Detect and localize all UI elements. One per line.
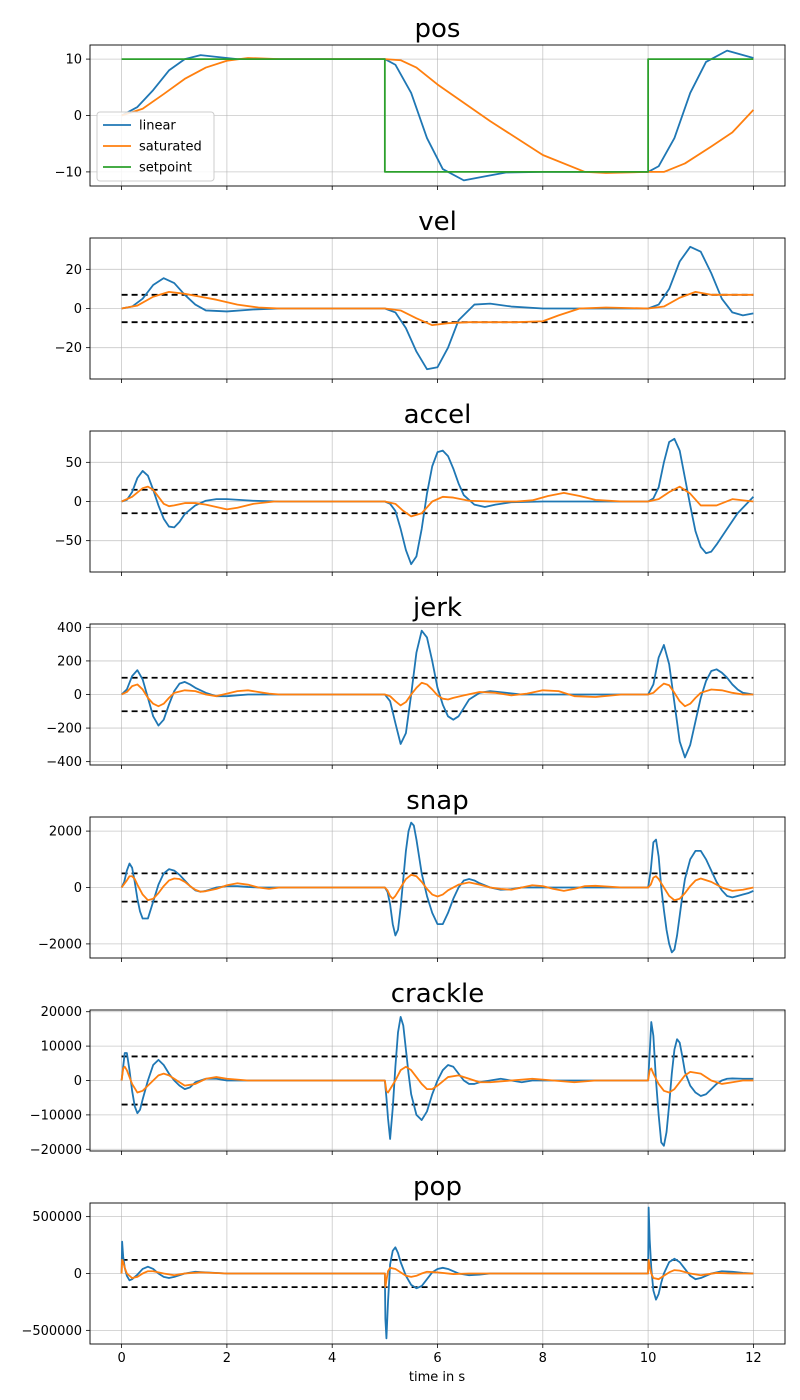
y-tick-label: −400	[46, 755, 82, 770]
y-tick-label: 20000	[41, 1005, 82, 1020]
series-line-linear	[120, 1015, 754, 1147]
series-line-saturated	[121, 485, 754, 518]
y-tick-label: −10000	[30, 1108, 82, 1123]
legend-label-saturated: saturated	[139, 140, 202, 155]
panel-title: jerk	[412, 593, 462, 623]
legend-label-setpoint: setpoint	[139, 161, 192, 176]
axes-frame	[89, 430, 786, 573]
series-line-saturated	[121, 57, 755, 174]
series-line-saturated	[121, 681, 754, 708]
y-tick-label: 50	[65, 456, 82, 471]
x-tick-label: 10	[640, 1351, 657, 1366]
axes-frame	[89, 623, 786, 766]
x-axis-label: time in s	[409, 1370, 465, 1385]
y-tick-label: 400	[57, 621, 82, 636]
legend-label-linear: linear	[139, 119, 176, 134]
legend-box	[96, 111, 215, 182]
legend: linear saturated setpoint	[96, 111, 215, 182]
panel-accel: accel −50 0 50	[55, 400, 786, 576]
y-tick-label: 0	[74, 1074, 82, 1089]
series-line-linear	[121, 437, 755, 566]
panel-title: accel	[404, 400, 472, 430]
panel-title: crackle	[391, 979, 485, 1009]
y-tick-label: −20000	[30, 1143, 82, 1158]
y-tick-label: −200	[46, 722, 82, 737]
axes-frame	[89, 1202, 786, 1345]
y-tick-label: 0	[74, 109, 82, 124]
x-tick-label: 2	[223, 1351, 231, 1366]
y-tick-label: 0	[74, 1267, 82, 1282]
panel-title: snap	[406, 786, 468, 816]
panel-snap: snap −2000 0 2000	[38, 786, 786, 962]
panel-jerk: jerk −400 −200 0 200 400	[46, 593, 786, 770]
axes-frame	[89, 1009, 786, 1152]
panel-title: pos	[415, 14, 461, 44]
y-tick-label: 20	[65, 263, 82, 278]
y-tick-label: −20	[55, 341, 82, 356]
x-tick-label: 6	[433, 1351, 441, 1366]
axes-frame	[89, 816, 786, 959]
x-tick-label: 4	[328, 1351, 336, 1366]
x-tick-label: 0	[117, 1351, 125, 1366]
panel-pos: pos −10 0 10 linear saturated setpoint	[55, 14, 786, 190]
panel-title: vel	[418, 207, 457, 237]
y-tick-label: 2000	[49, 825, 82, 840]
y-tick-label: 10	[65, 53, 82, 68]
panel-title: pop	[413, 1172, 462, 1202]
axes-frame	[89, 237, 786, 380]
panel-pop: pop 0 2 4 6 8 10 12 −500000 0 500000	[21, 1172, 786, 1366]
y-tick-label: 200	[57, 654, 82, 669]
panel-vel: vel −20 0 20	[55, 207, 786, 383]
y-tick-label: 0	[74, 688, 82, 703]
axes-frame	[89, 44, 786, 187]
y-tick-label: 10000	[41, 1040, 82, 1055]
y-tick-label: −500000	[21, 1324, 82, 1339]
series-line-saturated	[120, 873, 754, 902]
y-tick-label: 0	[74, 302, 82, 317]
series-line-linear	[121, 49, 754, 182]
y-tick-label: −2000	[38, 937, 82, 952]
series-line-saturated	[120, 1258, 754, 1289]
x-tick-label: 12	[745, 1351, 762, 1366]
y-tick-label: 0	[74, 495, 82, 510]
series-line-setpoint	[121, 58, 754, 173]
panel-crackle: crackle −20000 −10000 0 10000 20000	[30, 979, 786, 1158]
y-tick-label: 0	[74, 881, 82, 896]
series-line-linear	[121, 245, 754, 371]
y-tick-label: 500000	[32, 1210, 82, 1225]
x-tick-label: 8	[539, 1351, 547, 1366]
y-tick-label: −50	[55, 534, 82, 549]
series-line-saturated	[121, 290, 754, 327]
y-tick-label: −10	[55, 165, 82, 180]
series-line-linear	[120, 821, 754, 954]
series-line-saturated	[120, 1065, 754, 1094]
